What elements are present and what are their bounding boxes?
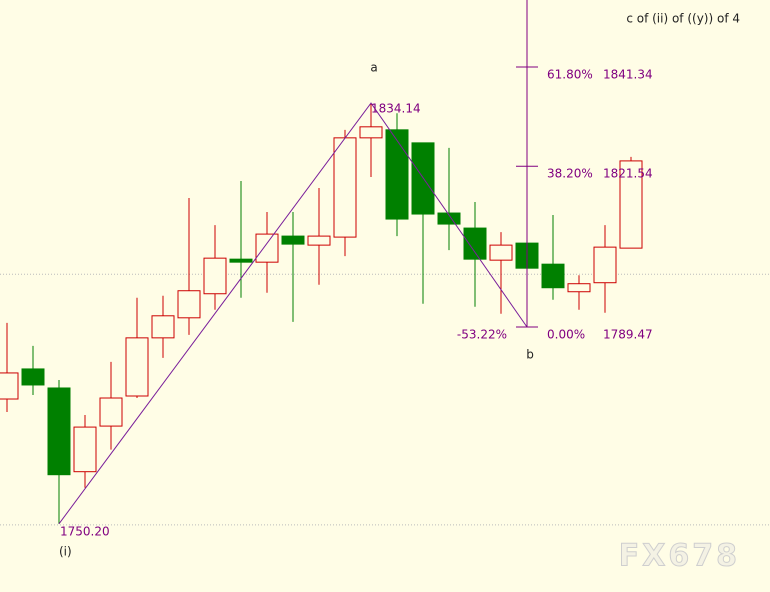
candle-body <box>437 212 461 225</box>
candle-body <box>125 337 149 397</box>
candle-body <box>567 283 591 293</box>
wave-line <box>58 102 528 525</box>
fib-price: 1789.47 <box>603 327 653 341</box>
candle-body <box>541 263 565 289</box>
candle-body <box>619 160 643 249</box>
fib-ratio: 38.20% <box>547 167 593 181</box>
candle-body <box>463 227 487 260</box>
candle-body <box>281 235 305 245</box>
candle-body <box>177 290 201 319</box>
candle-body <box>73 426 97 473</box>
pivot-price: 1750.20 <box>60 524 110 538</box>
candle-body <box>47 387 71 476</box>
candle-body <box>0 372 19 400</box>
candle-body <box>333 137 357 238</box>
candle-body <box>99 397 123 427</box>
pivot-label: (i) <box>59 544 72 558</box>
fib-ratio: 0.00% <box>547 327 585 341</box>
candle-body <box>229 258 253 263</box>
chart-title: c of (ii) of ((y)) of 4 <box>626 12 740 26</box>
pivot-label: b <box>526 347 534 361</box>
fib-ratio: 61.80% <box>547 67 593 81</box>
watermark: FX678 <box>619 539 740 574</box>
candle-body <box>385 129 409 220</box>
candle-body <box>21 368 45 386</box>
fib-price: 1821.54 <box>603 167 653 181</box>
candle-body <box>203 257 227 295</box>
extension-label: -53.22% <box>457 327 507 341</box>
candle-body <box>359 126 383 139</box>
candle-body <box>151 315 175 339</box>
candle-body <box>489 244 513 261</box>
pivot-label: a <box>370 61 377 75</box>
pivot-price: 1834.14 <box>371 102 421 116</box>
fib-price: 1841.34 <box>603 67 653 81</box>
candle-body <box>255 233 279 263</box>
candle-body <box>593 246 617 284</box>
candle-body <box>307 235 331 246</box>
